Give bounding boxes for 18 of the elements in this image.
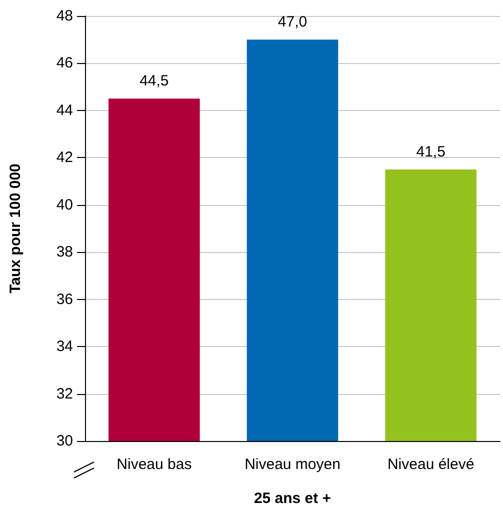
y-axis-title: Taux pour 100 000 [7,164,24,294]
x-tick-label: Niveau élevé [387,456,474,473]
x-tick-label: Niveau bas [116,456,192,473]
x-tick-label: Niveau moyen [244,456,340,473]
y-tick-label: 30 [56,432,73,450]
y-tick-label: 34 [56,338,73,356]
y-tick-label: 42 [56,149,73,166]
y-tick-label: 40 [56,196,73,214]
y-tick-label: 38 [56,244,73,261]
x-axis-title: 25 ans et + [254,490,332,507]
data-label: 44,5 [140,72,169,90]
y-tick-label: 44 [56,102,73,119]
y-tick-label: 32 [56,385,73,402]
data-label: 41,5 [416,143,446,160]
y-tick-label: 46 [56,54,73,72]
y-tick-label: 36 [56,290,73,308]
y-tick-label: 48 [56,8,73,24]
data-label: 47,0 [278,14,308,31]
